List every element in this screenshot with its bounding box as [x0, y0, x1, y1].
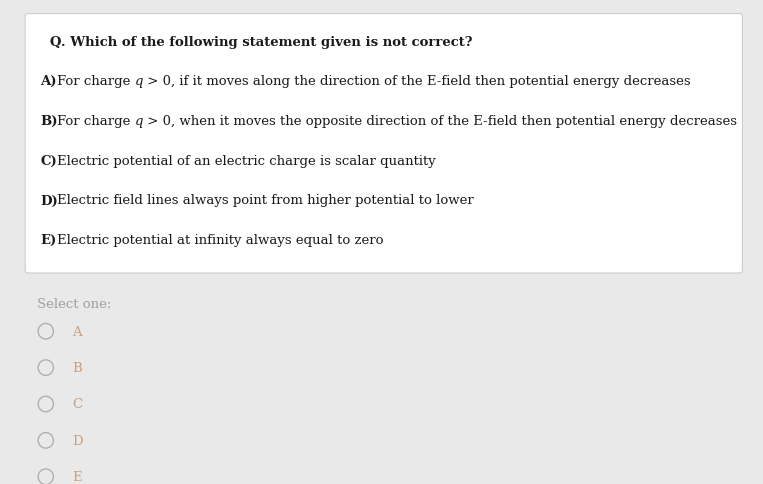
Text: E): E) [40, 234, 56, 247]
Text: Electric potential of an electric charge is scalar quantity: Electric potential of an electric charge… [57, 154, 436, 167]
Text: > 0, if it moves along the direction of the E-field then potential energy decrea: > 0, if it moves along the direction of … [143, 75, 691, 88]
Text: Electric potential at infinity always equal to zero: Electric potential at infinity always eq… [57, 234, 384, 247]
Text: For charge: For charge [57, 115, 135, 128]
FancyBboxPatch shape [25, 15, 742, 273]
Text: > 0, when it moves the opposite direction of the E-field then potential energy d: > 0, when it moves the opposite directio… [143, 115, 737, 128]
Text: B): B) [40, 115, 58, 128]
Text: D: D [72, 434, 83, 447]
Text: q: q [135, 75, 143, 88]
Text: For charge: For charge [57, 75, 135, 88]
Text: C): C) [40, 154, 57, 167]
Text: A): A) [40, 75, 57, 88]
Text: E: E [72, 470, 82, 483]
Text: Q. Which of the following statement given is not correct?: Q. Which of the following statement give… [50, 36, 472, 49]
Text: Select one:: Select one: [37, 298, 111, 311]
Text: B: B [72, 362, 82, 374]
Text: Electric field lines always point from higher potential to lower: Electric field lines always point from h… [57, 194, 474, 207]
Text: C: C [72, 398, 82, 410]
Text: q: q [135, 115, 143, 128]
Text: D): D) [40, 194, 58, 207]
Text: A: A [72, 325, 82, 338]
